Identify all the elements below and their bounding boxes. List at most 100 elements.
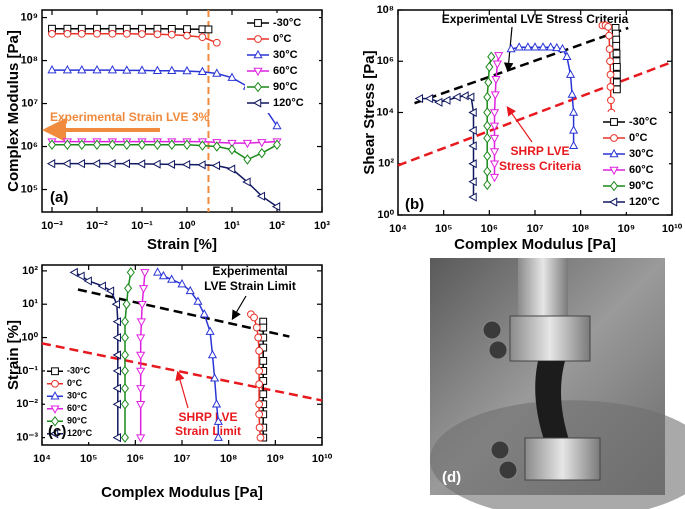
- photo-screw: [482, 320, 502, 340]
- legend-label: 30°C: [67, 391, 88, 401]
- legend-label: 30°C: [273, 49, 298, 61]
- x-tick-label: 10⁹: [618, 223, 635, 235]
- marker: [120, 365, 130, 377]
- x-tick-label: 10⁷: [174, 453, 191, 465]
- marker: [136, 434, 146, 443]
- marker: [252, 323, 261, 332]
- legend-label: 120°C: [629, 196, 660, 208]
- marker: [483, 120, 492, 132]
- series-line: [139, 272, 146, 438]
- marker: [255, 367, 264, 375]
- legend: -30°C 0°C 30°C 60°C 90°C 120°C: [245, 13, 319, 113]
- marker: [607, 96, 615, 105]
- x-tick-label: 10⁶: [127, 453, 144, 465]
- marker: [50, 416, 60, 427]
- annotation: Experimental: [212, 264, 287, 278]
- x-tick-label: 10⁹: [267, 453, 284, 465]
- marker: [92, 64, 102, 74]
- y-tick-label: 10⁷: [21, 97, 38, 109]
- marker: [271, 202, 281, 212]
- marker: [242, 139, 252, 149]
- marker: [468, 159, 477, 169]
- series-line: [493, 55, 500, 178]
- marker: [77, 64, 87, 74]
- marker: [468, 141, 477, 151]
- y-tick-label: 10⁻³: [16, 432, 38, 444]
- marker: [252, 98, 262, 108]
- marker: [211, 161, 221, 171]
- legend-label: 60°C: [629, 164, 654, 176]
- marker: [609, 148, 619, 158]
- y-tick-label: 10⁶: [21, 140, 38, 152]
- marker: [137, 300, 147, 310]
- marker: [62, 64, 72, 74]
- marker: [152, 65, 162, 74]
- marker: [492, 60, 502, 69]
- marker: [605, 45, 614, 53]
- y-tick-label: 10²: [22, 265, 38, 277]
- marker: [108, 29, 117, 38]
- marker: [199, 309, 209, 318]
- marker: [105, 286, 115, 296]
- annotation: Experimental LVE Stress Criteria: [442, 12, 629, 26]
- marker: [272, 139, 282, 150]
- marker: [612, 49, 621, 58]
- marker: [612, 78, 621, 87]
- marker: [122, 65, 132, 74]
- series-line: [419, 95, 475, 198]
- x-tick-label: 10⁸: [220, 453, 237, 465]
- series-line: [52, 144, 278, 161]
- marker: [183, 31, 191, 40]
- legend-label: 0°C: [67, 378, 83, 388]
- marker: [63, 139, 72, 150]
- marker: [489, 122, 500, 132]
- series-line: [510, 46, 575, 146]
- marker: [166, 159, 176, 169]
- marker: [136, 159, 146, 169]
- plot-frame: [41, 9, 323, 213]
- marker: [182, 65, 192, 75]
- marker: [51, 367, 59, 376]
- x-tick-label: 10⁻¹: [131, 220, 153, 232]
- marker: [207, 349, 218, 359]
- marker: [47, 64, 57, 74]
- marker: [152, 159, 161, 169]
- y-tick-label: 10⁸: [21, 54, 38, 66]
- marker: [489, 134, 500, 144]
- x-tick-label: 10⁸: [572, 223, 589, 235]
- marker: [140, 269, 150, 278]
- legend-label: 90°C: [273, 81, 298, 93]
- marker: [112, 366, 121, 376]
- marker: [255, 380, 264, 389]
- marker: [257, 147, 266, 159]
- x-tick-label: 10¹: [224, 220, 240, 232]
- marker: [460, 91, 469, 101]
- marker: [612, 63, 621, 71]
- y-axis-title: Strain [%]: [5, 320, 22, 390]
- marker: [112, 433, 121, 443]
- x-tick-label: 10¹⁰: [312, 453, 333, 465]
- photo-shaft: [518, 258, 568, 318]
- marker: [107, 64, 117, 74]
- marker: [243, 154, 252, 165]
- x-tick-label: 10³: [314, 220, 330, 232]
- photo-clamp: [509, 315, 591, 362]
- marker: [254, 333, 263, 342]
- marker: [46, 159, 56, 169]
- marker: [565, 69, 576, 78]
- annotation-arrow: [175, 370, 189, 409]
- marker: [483, 91, 492, 103]
- marker: [120, 332, 130, 343]
- marker: [182, 139, 192, 150]
- marker: [483, 179, 492, 191]
- marker: [255, 410, 264, 419]
- series-line: [52, 162, 278, 208]
- legend-label: 120°C: [67, 428, 93, 438]
- marker: [259, 356, 268, 365]
- marker: [606, 57, 614, 66]
- marker: [124, 283, 133, 294]
- marker: [254, 19, 262, 27]
- marker: [609, 180, 619, 192]
- marker: [424, 93, 434, 104]
- marker: [569, 140, 579, 150]
